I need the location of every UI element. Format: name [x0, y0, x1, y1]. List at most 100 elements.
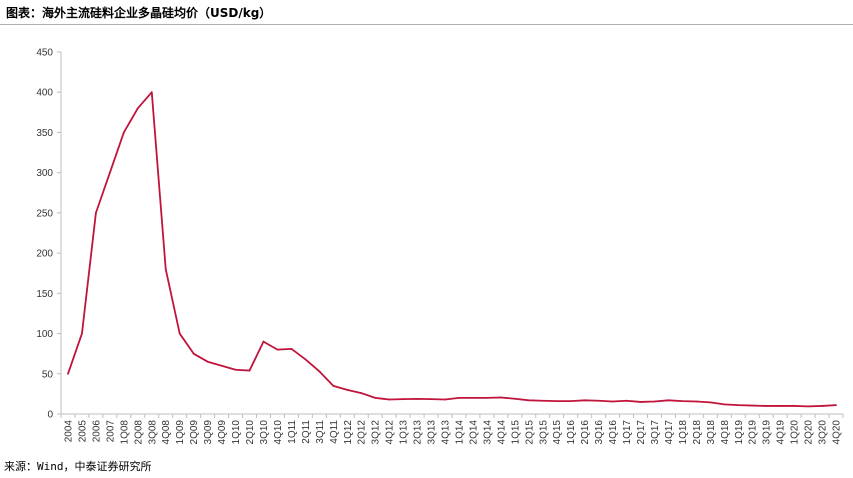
x-tick-label: 1Q09 [175, 420, 186, 445]
data-point [150, 91, 153, 94]
x-tick-label: 2Q17 [636, 420, 647, 445]
title-divider [0, 24, 853, 25]
data-point [821, 405, 823, 407]
x-tick-label: 3Q20 [818, 420, 829, 445]
data-point [248, 369, 251, 372]
x-tick-label: 1Q16 [566, 420, 577, 445]
data-point [499, 396, 502, 399]
y-tick-label: 250 [36, 208, 53, 219]
data-point [765, 405, 768, 407]
data-point [122, 131, 125, 134]
x-tick-label: 3Q10 [259, 420, 270, 445]
x-tick-label: 3Q15 [538, 420, 549, 445]
data-point [555, 400, 558, 403]
x-tick-label: 4Q15 [552, 420, 563, 445]
data-point [164, 268, 167, 271]
x-tick-label: 1Q17 [622, 420, 633, 445]
x-tick-label: 3Q08 [147, 420, 158, 445]
x-tick-label: 1Q19 [734, 420, 745, 445]
y-axis: 0 50 100 150 200 250 300 350 400 450 [36, 48, 62, 421]
data-point [611, 400, 614, 403]
x-tick-label: 2Q19 [748, 420, 759, 445]
x-tick-label: 2Q09 [189, 420, 200, 445]
x-tick-label: 2Q15 [524, 420, 535, 445]
x-tick-label: 4Q13 [441, 420, 452, 445]
data-point [723, 403, 726, 406]
data-point [318, 370, 321, 373]
data-point [737, 404, 740, 407]
y-tick-label: 150 [36, 289, 53, 300]
data-point [276, 348, 279, 351]
x-tick-label: 4Q08 [161, 420, 172, 445]
x-tick-label: 2Q12 [357, 420, 368, 445]
x-tick-label: 4Q09 [217, 420, 228, 445]
data-point [374, 397, 377, 399]
x-tick-label: 4Q12 [385, 420, 396, 445]
data-point [67, 372, 69, 375]
data-point [807, 405, 809, 408]
data-point [81, 332, 83, 335]
data-point [234, 368, 237, 371]
data-point [206, 360, 209, 363]
y-tick-label: 100 [36, 329, 53, 340]
x-tick-label: 4Q17 [664, 420, 675, 445]
x-tick-label: 2006 [91, 420, 102, 443]
data-point [95, 211, 97, 214]
x-tick-label: 3Q11 [315, 420, 326, 444]
data-point [695, 400, 698, 403]
x-tick-label: 3Q17 [650, 420, 661, 445]
x-tick-label: 1Q13 [399, 420, 410, 445]
x-tick-label: 2Q13 [413, 420, 424, 445]
x-tick-label: 2Q16 [580, 420, 591, 445]
x-tick-label: 3Q12 [371, 420, 382, 445]
x-tick-label: 4Q16 [608, 420, 619, 445]
x-tick-label: 2Q11 [301, 420, 312, 444]
data-point [751, 404, 754, 407]
y-tick-label: 300 [36, 168, 53, 179]
x-tick-label: 2007 [105, 420, 116, 443]
plot-area [67, 91, 837, 408]
x-tick-label: 4Q20 [832, 420, 843, 445]
x-tick-label: 1Q10 [231, 420, 242, 445]
data-point [653, 400, 656, 403]
x-tick-label: 2Q08 [133, 420, 144, 445]
y-tick-label: 350 [36, 128, 53, 139]
data-point [458, 397, 460, 399]
data-point [513, 397, 516, 400]
x-tick-label: 3Q09 [203, 420, 214, 445]
data-point [388, 398, 391, 401]
x-tick-label: 3Q18 [706, 420, 717, 445]
x-axis: 2004 2005 2006 2007 1Q08 2Q08 3Q08 4Q08 1Q09 2Q09… [60, 413, 844, 445]
x-tick-label: 1Q20 [790, 420, 801, 445]
data-point [835, 404, 837, 407]
x-tick-label: 3Q13 [427, 420, 438, 445]
x-tick-label: 4Q10 [273, 420, 284, 445]
data-point [108, 171, 111, 174]
x-tick-label: 3Q14 [482, 420, 493, 445]
data-point [430, 398, 432, 401]
y-tick-label: 200 [36, 249, 53, 260]
data-point [220, 364, 223, 367]
data-point [136, 107, 139, 110]
data-point [416, 397, 418, 400]
data-point [290, 347, 293, 350]
x-tick-label: 1Q18 [678, 420, 689, 445]
data-point [444, 398, 446, 401]
data-point [360, 392, 363, 394]
x-tick-label: 3Q19 [762, 420, 773, 445]
data-point [262, 340, 265, 343]
x-tick-label: 2005 [77, 420, 88, 443]
y-tick-label: 0 [47, 410, 53, 421]
data-point [569, 400, 572, 403]
source-note: 来源：Wind，中泰证券研究所 [4, 460, 152, 473]
data-point [625, 399, 628, 402]
data-point [472, 397, 474, 399]
x-tick-label: 1Q11 [287, 420, 298, 444]
x-tick-label: 4Q14 [496, 420, 507, 445]
data-point [192, 352, 195, 355]
data-point [541, 399, 544, 402]
data-point [304, 358, 307, 361]
data-point [332, 384, 335, 387]
data-point [681, 400, 684, 403]
data-point [639, 401, 642, 403]
